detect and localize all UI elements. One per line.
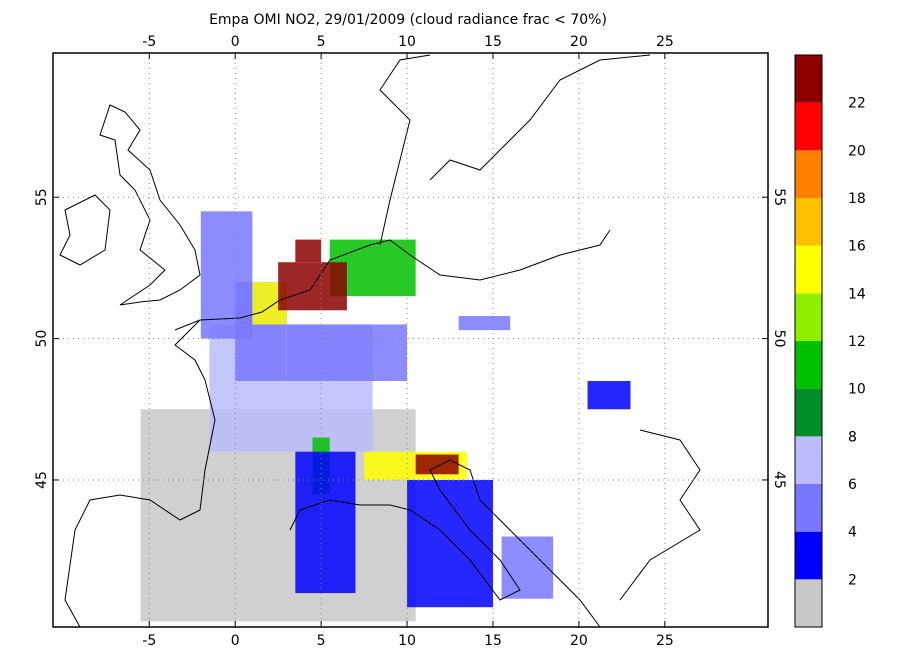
colorbar-label: 16 — [848, 239, 866, 255]
y-tick-label: 45 — [771, 471, 787, 489]
colorbar-swatch — [795, 531, 822, 580]
y-tick-label: 45 — [34, 471, 50, 489]
colorbar-swatch — [795, 484, 822, 532]
no2-cell — [286, 324, 408, 381]
colorbar-label: 20 — [848, 143, 866, 159]
x-tick-label: 0 — [231, 633, 240, 649]
colorbar-frame — [794, 54, 823, 628]
no2-cell — [407, 479, 493, 608]
x-tick-label: 5 — [317, 34, 326, 50]
colorbar-swatch — [795, 293, 822, 341]
x-tick-label: 10 — [398, 34, 416, 50]
colorbar-label: 4 — [848, 525, 857, 541]
map-title: Empa OMI NO2, 29/01/2009 (cloud radiance… — [209, 12, 607, 28]
map-frame — [52, 52, 769, 628]
colorbar-swatch — [795, 245, 822, 294]
x-tick-label: 15 — [484, 633, 502, 649]
x-tick-label: 20 — [570, 633, 588, 649]
no2-cell — [458, 315, 511, 331]
colorbar-swatch — [795, 388, 822, 437]
no2-cell — [501, 536, 554, 599]
y-tick-label: 50 — [771, 330, 787, 348]
y-tick-label: 55 — [34, 188, 50, 206]
x-tick-label: 25 — [656, 34, 674, 50]
colorbar-swatch — [795, 436, 822, 484]
colorbar-swatch — [795, 198, 822, 246]
x-tick-label: 5 — [317, 633, 326, 649]
x-tick-label: 0 — [231, 34, 240, 50]
x-tick-label: 20 — [570, 34, 588, 50]
colorbar-label: 8 — [848, 429, 857, 445]
colorbar-swatch — [795, 341, 822, 389]
colorbar-swatch — [795, 579, 822, 627]
colorbar-label: 2 — [848, 572, 857, 588]
no2-cell — [295, 451, 356, 594]
x-tick-label: -5 — [142, 34, 156, 50]
y-tick-label: 50 — [34, 330, 50, 348]
colorbar-swatch — [795, 102, 822, 151]
colorbar-label: 12 — [848, 334, 866, 350]
colorbar-swatch — [795, 55, 822, 103]
colorbar-label: 14 — [848, 286, 866, 302]
colorbar-label: 18 — [848, 191, 866, 207]
colorbar-label: 6 — [848, 477, 857, 493]
x-tick-label: 10 — [398, 633, 416, 649]
no2-cell — [415, 454, 459, 475]
colorbar-label: 10 — [848, 382, 866, 398]
colorbar-swatch — [795, 150, 822, 198]
colorbar-label: 22 — [848, 96, 866, 112]
no2-cell — [587, 381, 631, 410]
y-tick-label: 55 — [771, 188, 787, 206]
x-tick-label: -5 — [142, 633, 156, 649]
x-tick-label: 15 — [484, 34, 502, 50]
coastlines — [59, 54, 701, 628]
no2-cell — [295, 239, 322, 263]
x-tick-label: 25 — [656, 633, 674, 649]
